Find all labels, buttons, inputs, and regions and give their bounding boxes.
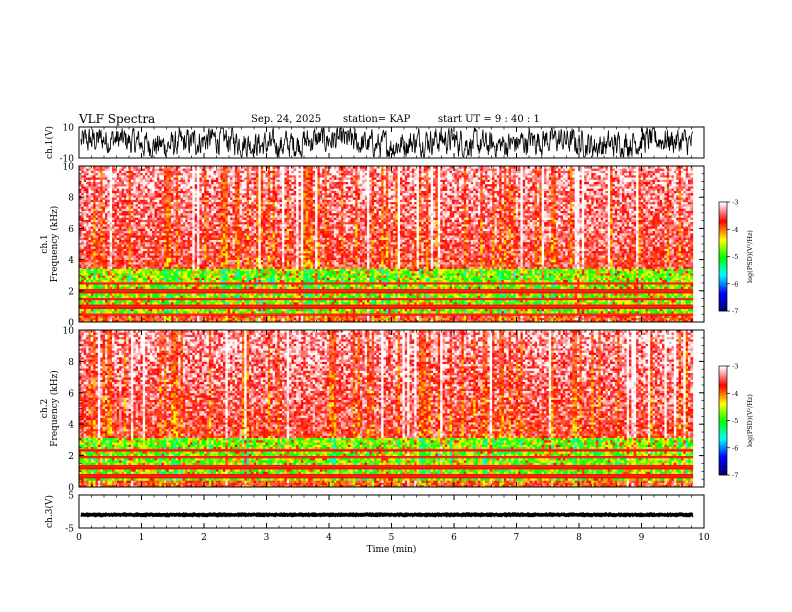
ch1-waveform-ytick-label: 10 <box>63 124 75 134</box>
ch1-waveform-ylabel: ch.1(V) <box>44 126 55 159</box>
ch1-waveform-series <box>81 128 693 157</box>
vlf-figure: 10-10ch.1(V)0246810ch.1 Frequency (kHz)-3… <box>0 0 792 612</box>
